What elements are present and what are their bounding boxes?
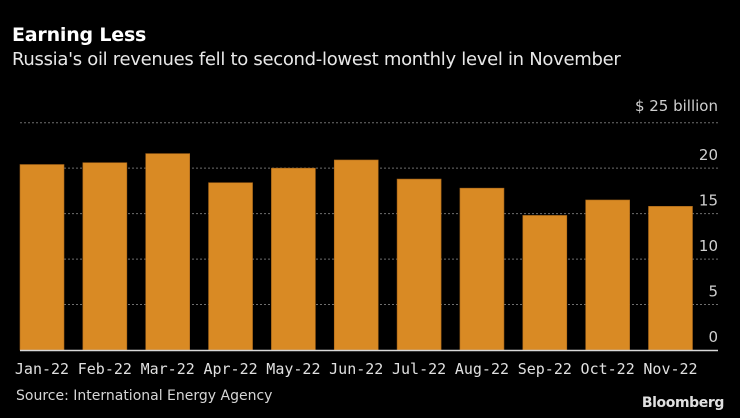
x-tick-label-Mar-22: Mar-22 [141,360,195,378]
bar-May-22 [271,167,316,351]
x-tick-label-Jun-22: Jun-22 [329,360,383,378]
x-tick-label-May-22: May-22 [266,360,320,378]
bar-Jan-22 [19,164,65,351]
bar-Feb-22 [82,162,128,351]
x-tick-label-Apr-22: Apr-22 [203,360,257,378]
x-tick-label-Oct-22: Oct-22 [581,360,635,378]
y-axis-unit-label: $ 25 billion [634,97,718,115]
x-tick-label-Feb-22: Feb-22 [78,360,132,378]
bar-Mar-22 [145,153,190,351]
bars [19,153,693,351]
bar-Apr-22 [208,182,253,351]
x-tick-label-Aug-22: Aug-22 [455,360,509,378]
source-note: Source: International Energy Agency [16,388,273,404]
bloomberg-logo: Bloomberg [641,395,725,411]
x-tick-label-Nov-22: Nov-22 [643,360,697,378]
y-tick-label-20: 20 [699,146,718,164]
bar-Oct-22 [585,199,630,351]
x-tick-label-Jan-22: Jan-22 [15,360,69,378]
x-tick-label-Sep-22: Sep-22 [518,360,572,378]
x-axis-labels: Jan-22 Feb-22 Mar-22 Apr-22 May-22 Jun-22 Jul-… [15,360,698,378]
y-tick-label-0: 0 [708,328,718,346]
bar-Nov-22 [648,206,693,351]
x-tick-label-Jul-22: Jul-22 [392,360,446,378]
y-axis-ticks: 0 5 10 15 20 [699,146,718,346]
chart-subtitle: Russia's oil revenues fell to second-low… [12,49,621,70]
y-tick-label-15: 15 [699,192,718,210]
bar-Jun-22 [333,159,379,351]
chart-title: Earning Less [12,24,147,46]
y-tick-label-5: 5 [708,283,718,301]
bar-Aug-22 [459,187,505,351]
bar-Sep-22 [522,215,568,351]
y-tick-label-10: 10 [699,237,718,255]
bar-Jul-22 [396,178,442,351]
